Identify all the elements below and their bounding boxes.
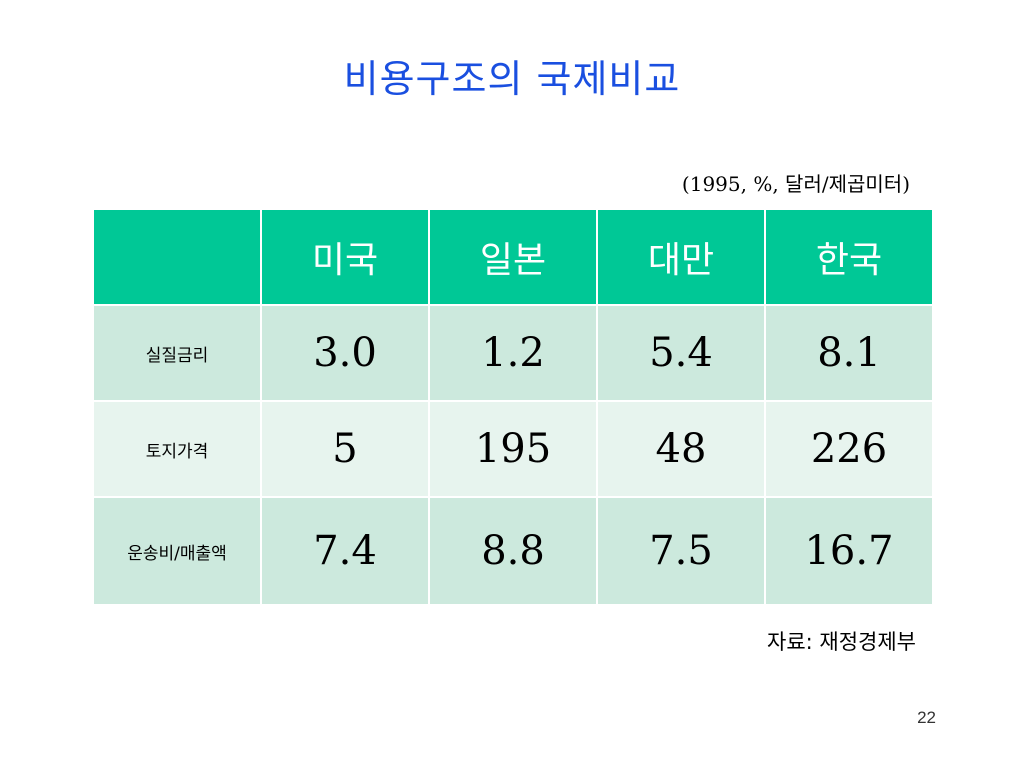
table-cell: 7.5: [596, 496, 766, 606]
header-cell-japan: 일본: [428, 208, 598, 306]
table-cell: 7.4: [260, 496, 430, 606]
table-cell: 16.7: [764, 496, 934, 606]
row-label-real-interest-rate: 실질금리: [92, 304, 262, 402]
table-row: 토지가격 5 195 48 226: [92, 400, 934, 498]
comparison-table: 미국 일본 대만 한국 실질금리 3.0 1.2 5.4 8.1 토지가격 5: [92, 208, 934, 606]
table-cell: 48: [596, 400, 766, 498]
table-cell: 8.8: [428, 496, 598, 606]
table-cell: 226: [764, 400, 934, 498]
table-cell: 5.4: [596, 304, 766, 402]
header-corner-cell: [92, 208, 262, 306]
table-cell: 8.1: [764, 304, 934, 402]
comparison-table-container: 미국 일본 대만 한국 실질금리 3.0 1.2 5.4 8.1 토지가격 5: [92, 208, 934, 606]
page-number: 22: [917, 708, 936, 727]
header-cell-taiwan: 대만: [596, 208, 766, 306]
table-row: 실질금리 3.0 1.2 5.4 8.1: [92, 304, 934, 402]
table-cell: 195: [428, 400, 598, 498]
source-note: 자료: 재정경제부: [767, 630, 916, 654]
header-cell-korea: 한국: [764, 208, 934, 306]
row-label-transport-cost-ratio: 운송비/매출액: [92, 496, 262, 606]
table-cell: 1.2: [428, 304, 598, 402]
units-note: (1995, %, 달러/제곱미터): [681, 172, 910, 196]
table-cell: 5: [260, 400, 430, 498]
header-cell-usa: 미국: [260, 208, 430, 306]
table-cell: 3.0: [260, 304, 430, 402]
table-header-row: 미국 일본 대만 한국: [92, 208, 934, 306]
table-row: 운송비/매출액 7.4 8.8 7.5 16.7: [92, 496, 934, 606]
slide-title: 비용구조의 국제비교: [343, 57, 681, 101]
row-label-land-price: 토지가격: [92, 400, 262, 498]
